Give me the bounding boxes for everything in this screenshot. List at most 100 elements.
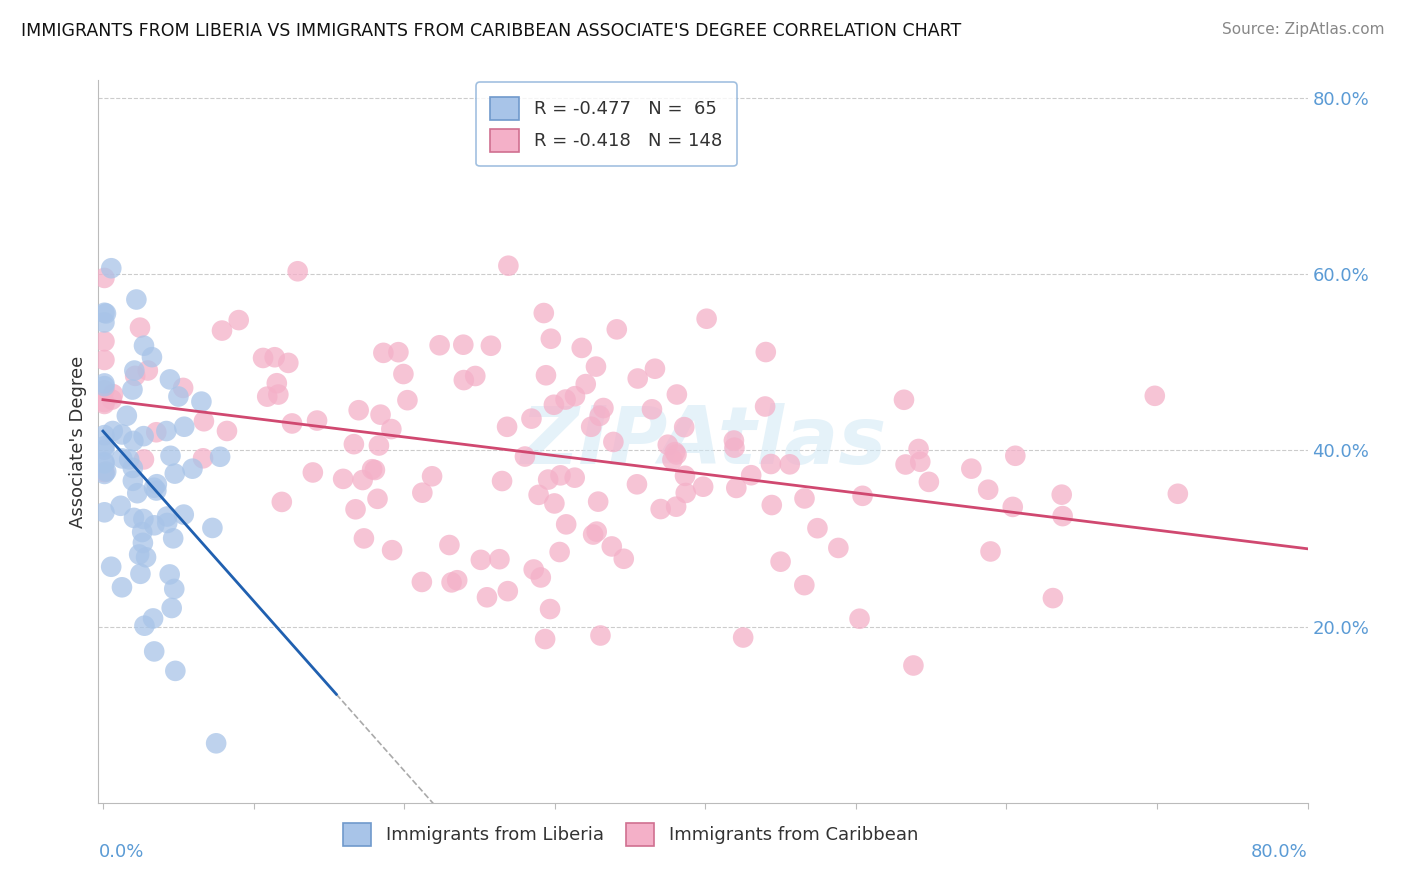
Point [585, 359, 607, 374]
Point [673, 420, 696, 434]
Point [420, 469, 443, 483]
Point [124, 368, 146, 383]
Point [806, 521, 828, 535]
Point [373, 346, 395, 360]
Point [93, 353, 115, 368]
Point [136, 363, 159, 377]
Point [582, 527, 605, 541]
Point [93, 428, 115, 442]
Point [564, 389, 586, 403]
Point [163, 467, 186, 481]
Point [496, 584, 519, 599]
Point [613, 551, 636, 566]
Point [135, 550, 157, 565]
Point [759, 457, 782, 471]
Point [134, 618, 156, 632]
Point [627, 371, 650, 385]
Point [723, 441, 745, 455]
Point [93, 465, 115, 479]
Point [439, 538, 461, 552]
Point [464, 369, 486, 384]
Point [548, 545, 571, 559]
Point [761, 498, 783, 512]
Point [110, 499, 132, 513]
Point [665, 447, 688, 461]
Point [979, 544, 1001, 558]
Point [641, 402, 664, 417]
Point [370, 408, 392, 422]
Point [387, 345, 409, 359]
Point [281, 417, 304, 431]
Point [141, 350, 163, 364]
Point [352, 473, 374, 487]
Point [498, 259, 520, 273]
Point [121, 461, 143, 475]
Point [673, 468, 696, 483]
Point [851, 489, 873, 503]
Y-axis label: Associate's Degree: Associate's Degree [69, 355, 87, 528]
Point [606, 322, 628, 336]
Text: IMMIGRANTS FROM LIBERIA VS IMMIGRANTS FROM CARIBBEAN ASSOCIATE'S DEGREE CORRELAT: IMMIGRANTS FROM LIBERIA VS IMMIGRANTS FR… [21, 22, 962, 40]
Point [550, 468, 572, 483]
Point [287, 264, 309, 278]
Point [907, 442, 929, 456]
Point [93, 439, 115, 453]
Point [93, 334, 115, 349]
Point [725, 481, 748, 495]
Point [270, 495, 292, 509]
Point [159, 372, 181, 386]
Point [215, 424, 238, 438]
Point [131, 524, 153, 539]
Point [252, 351, 274, 365]
Point [211, 324, 233, 338]
Text: Source: ZipAtlas.com: Source: ZipAtlas.com [1222, 22, 1385, 37]
Point [534, 368, 557, 383]
Point [600, 540, 623, 554]
Point [121, 383, 143, 397]
Point [145, 483, 167, 498]
Point [543, 496, 565, 510]
Point [201, 521, 224, 535]
Point [181, 461, 204, 475]
Point [520, 411, 543, 425]
Point [93, 379, 115, 393]
Point [368, 438, 391, 452]
Point [162, 532, 184, 546]
Point [93, 383, 115, 397]
Legend: Immigrants from Liberia, Immigrants from Caribbean: Immigrants from Liberia, Immigrants from… [333, 814, 928, 855]
Point [124, 363, 146, 377]
Point [193, 414, 215, 428]
Point [491, 474, 513, 488]
Point [93, 315, 115, 329]
Point [894, 458, 917, 472]
Point [101, 392, 124, 407]
Point [523, 562, 546, 576]
Point [156, 509, 179, 524]
Point [142, 611, 165, 625]
Point [143, 518, 166, 533]
Point [122, 434, 145, 448]
Point [302, 466, 325, 480]
Point [555, 517, 578, 532]
Point [122, 511, 145, 525]
Point [155, 424, 177, 438]
Point [277, 356, 299, 370]
Point [446, 573, 468, 587]
Point [96, 465, 118, 479]
Point [132, 536, 155, 550]
Point [661, 452, 683, 467]
Point [675, 486, 697, 500]
Point [111, 427, 134, 442]
Point [93, 306, 115, 320]
Point [132, 429, 155, 443]
Point [93, 455, 115, 469]
Point [589, 409, 612, 423]
Point [479, 339, 502, 353]
Point [475, 591, 498, 605]
Point [343, 437, 366, 451]
Point [305, 413, 328, 427]
Point [132, 452, 155, 467]
Point [129, 566, 152, 581]
Point [530, 570, 553, 584]
Point [93, 397, 115, 411]
